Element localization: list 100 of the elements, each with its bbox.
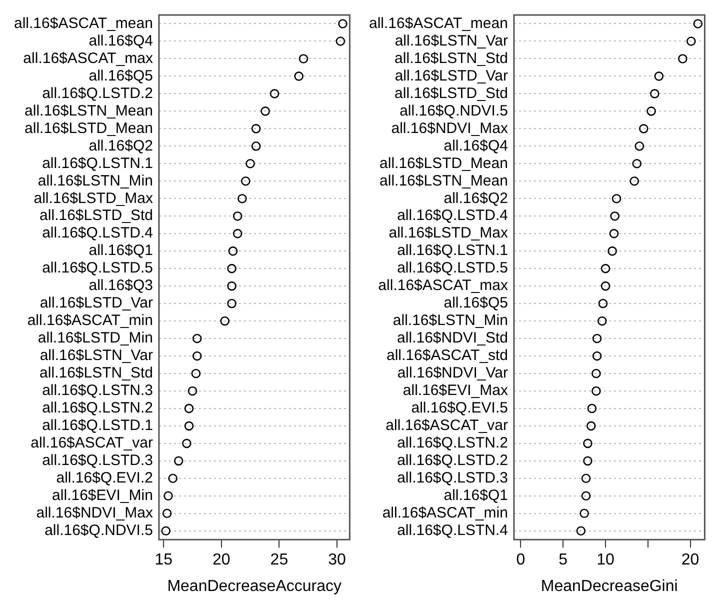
y-tick-label: all.16$LSTN_Mean xyxy=(380,172,508,190)
y-tick-label: all.16$Q.LSTN.3 xyxy=(42,382,153,400)
point xyxy=(192,351,202,361)
y-tick-label: all.16$ASCAT_mean xyxy=(368,14,508,32)
y-tick-label: all.16$ASCAT_max xyxy=(23,50,154,67)
point xyxy=(632,158,642,168)
point xyxy=(581,474,591,484)
y-tick-label: all.16$Q.NDVI.5 xyxy=(44,522,153,539)
point xyxy=(232,211,242,221)
point xyxy=(184,421,194,431)
point xyxy=(246,158,255,168)
y-tick-label: all.16$LSTD_Var xyxy=(40,294,153,312)
point xyxy=(251,142,261,151)
y-tick-label: all.16$LSTN_Var xyxy=(394,32,508,50)
point xyxy=(678,54,688,64)
y-tick-label: all.16$Q.NDVI.5 xyxy=(400,102,508,120)
point xyxy=(182,438,192,448)
y-tick-label: all.16$EVI_Max xyxy=(402,382,508,400)
x-tick-label: 20 xyxy=(212,552,230,569)
x-tick-label: 20 xyxy=(681,552,700,569)
x-axis-title: MeanDecreaseAccuracy xyxy=(167,578,342,595)
point xyxy=(639,124,648,134)
point xyxy=(220,316,230,326)
y-tick-label: all.16$Q.EVI.5 xyxy=(411,400,508,417)
y-tick-label: all.16$LSTD_Mean xyxy=(24,120,153,137)
point xyxy=(241,176,250,186)
point xyxy=(592,386,601,396)
y-tick-label: all.16$LSTD_Min xyxy=(38,330,153,347)
x-tick-label: 25 xyxy=(270,552,288,569)
point xyxy=(227,298,236,308)
point xyxy=(576,526,586,536)
y-tick-label: all.16$LSTN_Std xyxy=(394,50,508,67)
y-tick-label: all.16$Q.LSTN.4 xyxy=(397,522,508,539)
y-tick-label: all.16$LSTD_Std xyxy=(394,84,508,102)
y-tick-label: all.16$Q4 xyxy=(88,32,153,50)
point xyxy=(586,421,596,431)
point xyxy=(630,176,639,186)
point xyxy=(232,228,242,238)
point xyxy=(336,36,346,46)
y-tick-label: all.16$LSTN_Var xyxy=(40,347,153,364)
point xyxy=(609,228,619,238)
point xyxy=(192,334,202,344)
point xyxy=(228,246,238,256)
point xyxy=(583,438,592,448)
point xyxy=(592,334,602,344)
point xyxy=(597,316,607,326)
y-tick-label: all.16$Q.LSTD.3 xyxy=(42,452,153,470)
point xyxy=(161,526,171,536)
x-tick-label: 5 xyxy=(558,552,568,569)
point xyxy=(580,508,589,518)
point xyxy=(227,264,236,274)
point xyxy=(600,264,610,274)
y-tick-label: all.16$LSTN_Mean xyxy=(24,102,153,120)
point xyxy=(298,54,308,64)
y-tick-label: all.16$Q.LSTD.1 xyxy=(42,417,153,434)
point xyxy=(693,19,703,28)
y-tick-label: all.16$LSTD_Std xyxy=(40,207,153,224)
x-tick-label: 30 xyxy=(328,552,346,569)
y-tick-label: all.16$Q.LSTN.1 xyxy=(397,242,508,260)
point xyxy=(162,508,172,518)
y-tick-label: all.16$Q5 xyxy=(88,67,153,84)
y-tick-label: all.16$ASCAT_min xyxy=(382,504,508,522)
x-tick-label: 15 xyxy=(154,552,173,569)
point xyxy=(174,456,184,466)
x-tick-label: 0 xyxy=(516,552,526,569)
point xyxy=(260,106,270,116)
y-tick-label: all.16$Q.LSTN.1 xyxy=(42,154,153,172)
y-tick-label: all.16$Q.LSTN.2 xyxy=(397,434,508,452)
y-tick-label: all.16$ASCAT_std xyxy=(386,347,508,364)
point xyxy=(600,281,610,291)
y-tick-label: all.16$Q.LSTD.2 xyxy=(42,84,153,102)
y-tick-label: all.16$LSTN_Min xyxy=(392,312,508,330)
point xyxy=(598,298,608,308)
point xyxy=(587,404,597,414)
y-tick-label: all.16$LSTD_Mean xyxy=(380,154,508,172)
y-tick-label: all.16$LSTD_Max xyxy=(388,224,508,242)
point xyxy=(592,351,602,361)
y-tick-label: all.16$Q1 xyxy=(444,487,508,504)
point xyxy=(686,36,696,46)
point xyxy=(251,124,261,134)
y-tick-label: all.16$Q5 xyxy=(444,294,508,312)
y-tick-label: all.16$Q.LSTD.2 xyxy=(397,452,508,470)
point xyxy=(654,72,664,81)
y-tick-label: all.16$Q.LSTD.4 xyxy=(42,224,153,242)
y-tick-label: all.16$ASCAT_mean xyxy=(14,14,153,32)
y-tick-label: all.16$EVI_Min xyxy=(52,487,153,504)
point xyxy=(581,491,591,501)
point xyxy=(191,368,201,378)
point xyxy=(612,194,622,204)
point xyxy=(294,72,304,81)
y-tick-label: all.16$LSTN_Std xyxy=(40,364,153,382)
point xyxy=(634,142,644,151)
y-tick-label: all.16$Q4 xyxy=(444,137,508,154)
point xyxy=(610,211,620,221)
x-axis-title: MeanDecreaseGini xyxy=(540,578,678,595)
y-tick-label: all.16$Q2 xyxy=(88,137,153,154)
y-tick-label: all.16$ASCAT_max xyxy=(378,277,508,294)
point xyxy=(650,89,660,98)
y-tick-label: all.16$Q.LSTD.5 xyxy=(42,260,153,277)
y-tick-label: all.16$Q.EVI.2 xyxy=(56,470,153,487)
